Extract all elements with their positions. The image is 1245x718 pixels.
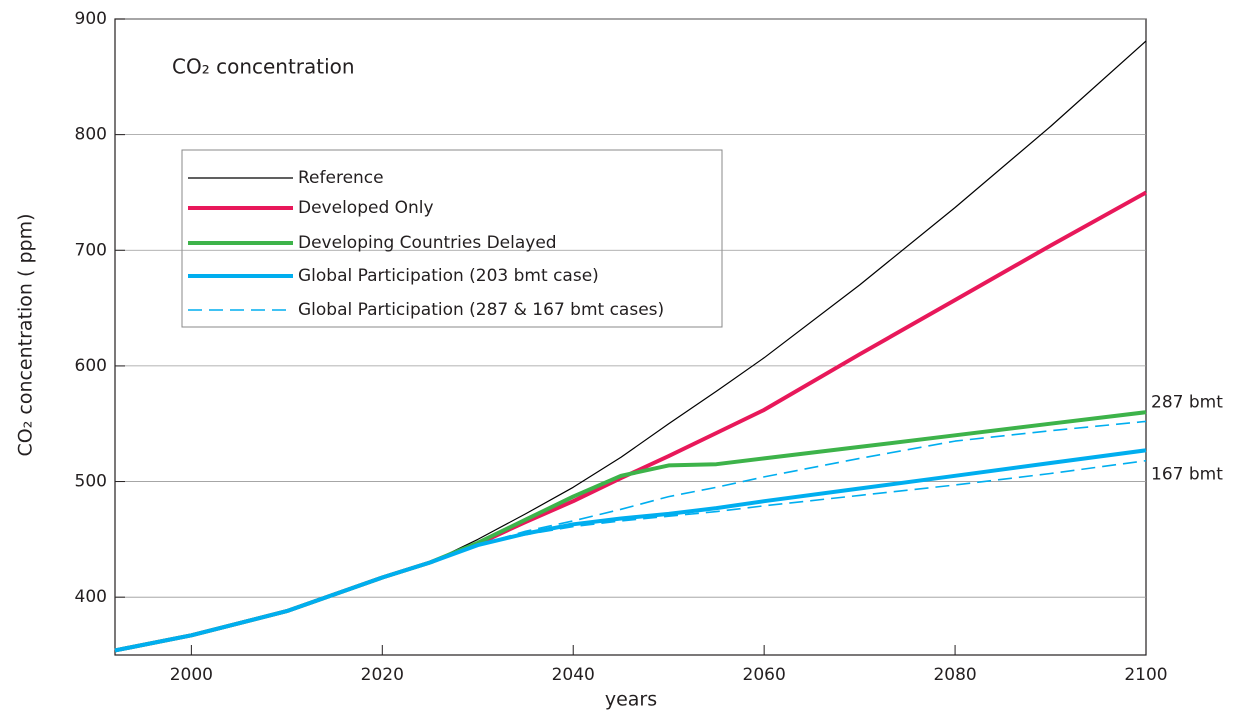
legend-label: Developed Only xyxy=(298,198,434,218)
chart-title: CO₂ concentration xyxy=(172,55,355,79)
series-line xyxy=(114,459,1147,652)
y-tick-label: 500 xyxy=(75,472,107,492)
legend-label: Reference xyxy=(298,168,384,188)
legend-label: Global Participation (203 bmt case) xyxy=(298,266,599,286)
x-tick-label: 2100 xyxy=(1124,665,1167,685)
legend-label: Developing Countries Delayed xyxy=(298,233,557,253)
x-tick-label: 2020 xyxy=(361,665,404,685)
x-tick-label: 2060 xyxy=(743,665,786,685)
series-line xyxy=(114,448,1147,653)
series-line xyxy=(114,40,1147,651)
line-label: 167 bmt xyxy=(1151,465,1223,485)
y-tick-label: 700 xyxy=(75,240,107,260)
y-tick-label: 800 xyxy=(75,125,107,145)
legend-box xyxy=(181,149,723,328)
y-axis-label: CO₂ concentration ( ppm) xyxy=(15,213,37,456)
x-tick-label: 2040 xyxy=(552,665,595,685)
legend-label: Global Participation (287 & 167 bmt case… xyxy=(298,300,664,320)
x-axis-label: years xyxy=(605,689,657,711)
line-label: 287 bmt xyxy=(1151,393,1223,413)
y-tick-label: 400 xyxy=(75,587,107,607)
x-tick-label: 2080 xyxy=(933,665,976,685)
x-tick-label: 2000 xyxy=(170,665,213,685)
y-tick-label: 600 xyxy=(75,356,107,376)
y-tick-label: 900 xyxy=(75,9,107,29)
plot-frame xyxy=(114,18,1147,656)
